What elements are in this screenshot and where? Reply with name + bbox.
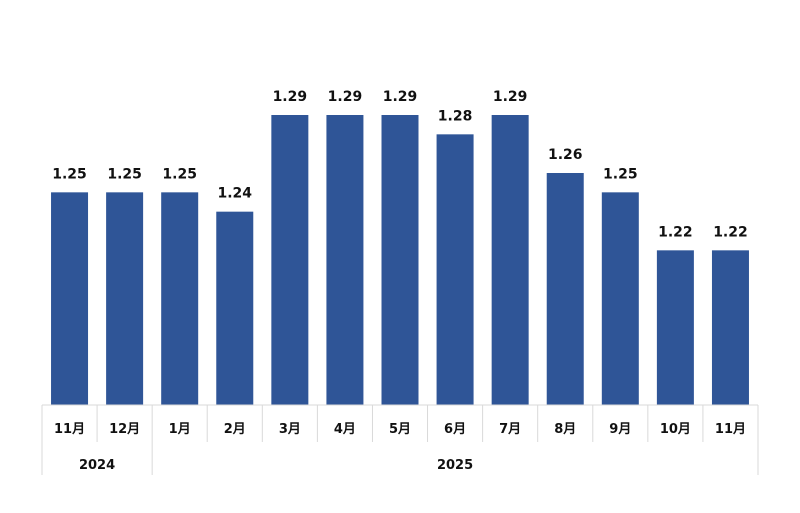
- tick-labels-group: 11月 12月 1月 2月 3月 4月 5月 6月 7月 8月 9月 10月 11月: [54, 422, 746, 437]
- bar: [106, 192, 144, 405]
- x-tick-label: 6月: [444, 422, 466, 437]
- bar: [656, 250, 694, 405]
- value-label: 1.25: [52, 166, 87, 182]
- bar: [381, 115, 419, 405]
- value-label: 1.25: [107, 166, 142, 182]
- value-label: 1.25: [603, 166, 638, 182]
- x-tick-label: 11月: [715, 422, 746, 437]
- x-tick-label: 3月: [279, 422, 301, 437]
- value-label: 1.22: [658, 224, 693, 240]
- x-tick-label: 11月: [54, 422, 85, 437]
- value-label: 1.25: [162, 166, 197, 182]
- bar: [491, 115, 529, 405]
- value-label: 1.29: [493, 89, 528, 105]
- year-label: 2024: [79, 458, 115, 473]
- x-tick-label: 8月: [554, 422, 576, 437]
- bar: [711, 250, 749, 405]
- bars-group: [51, 115, 749, 406]
- bar: [161, 192, 199, 405]
- x-tick-label: 2月: [224, 422, 246, 437]
- x-tick-label: 5月: [389, 422, 411, 437]
- value-label: 1.22: [713, 224, 748, 240]
- value-labels-group: 1.25 1.25 1.25 1.24 1.29 1.29 1.29 1.28 1.29 1.26…: [52, 89, 747, 240]
- bar: [216, 211, 254, 405]
- x-tick-label: 1月: [169, 422, 191, 437]
- value-label: 1.26: [548, 147, 583, 163]
- bar: [51, 192, 89, 405]
- value-label: 1.28: [438, 108, 473, 124]
- year-label: 2025: [437, 458, 473, 473]
- year-labels-group: 2024 2025: [79, 458, 473, 473]
- value-label: 1.29: [328, 89, 363, 105]
- bar: [326, 115, 364, 405]
- bar: [436, 134, 474, 406]
- x-tick-label: 7月: [499, 422, 521, 437]
- bar: [546, 173, 584, 405]
- x-tick-label: 4月: [334, 422, 356, 437]
- x-axis: [41, 404, 759, 475]
- bar: [271, 115, 309, 405]
- x-tick-label: 12月: [109, 422, 140, 437]
- x-tick-label: 10月: [660, 422, 691, 437]
- value-label: 1.29: [273, 89, 308, 105]
- value-label: 1.24: [217, 186, 252, 202]
- bar: [601, 192, 639, 405]
- x-tick-label: 9月: [609, 422, 631, 437]
- value-label: 1.29: [383, 89, 418, 105]
